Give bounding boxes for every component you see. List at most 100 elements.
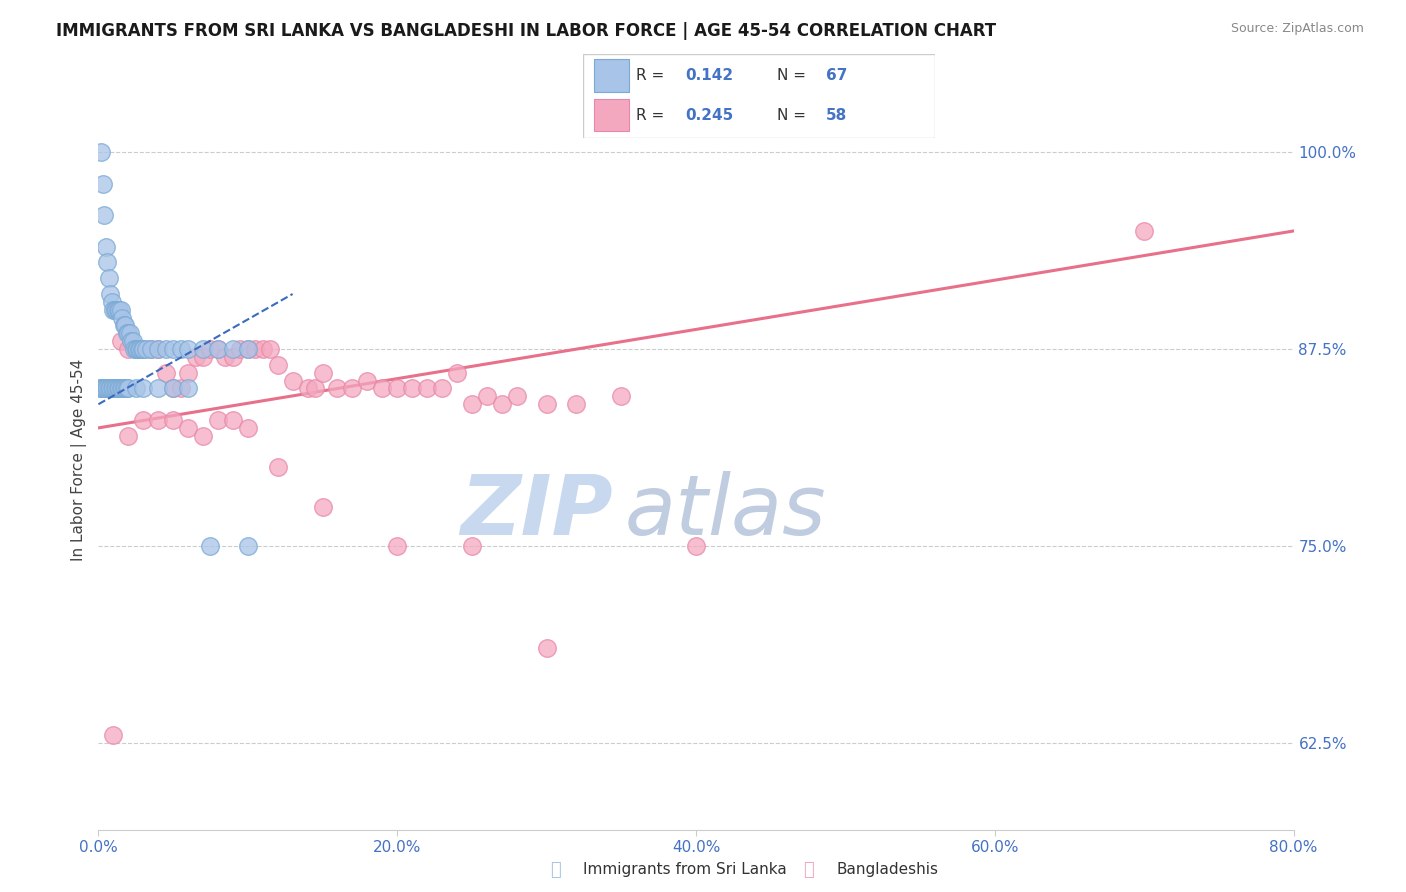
Point — [356, 374, 378, 388]
Point — [117, 382, 139, 396]
Point — [177, 366, 200, 380]
Point — [105, 302, 128, 317]
Point — [200, 342, 222, 356]
Point — [104, 382, 127, 396]
Point — [115, 326, 138, 341]
Point — [326, 382, 349, 396]
Point — [107, 382, 129, 396]
FancyBboxPatch shape — [593, 60, 630, 92]
Point — [89, 382, 111, 396]
Point — [125, 382, 148, 396]
Point — [111, 310, 134, 325]
Text: 58: 58 — [827, 108, 848, 123]
Point — [475, 389, 498, 403]
Point — [191, 342, 214, 356]
Point — [162, 413, 184, 427]
Point — [108, 382, 131, 396]
Point — [155, 342, 177, 356]
FancyBboxPatch shape — [583, 54, 935, 138]
Point — [245, 342, 267, 356]
Point — [115, 382, 138, 396]
Point — [207, 342, 229, 356]
Text: IMMIGRANTS FROM SRI LANKA VS BANGLADESHI IN LABOR FORCE | AGE 45-54 CORRELATION : IMMIGRANTS FROM SRI LANKA VS BANGLADESHI… — [56, 22, 997, 40]
Point — [110, 334, 132, 349]
Point — [565, 397, 588, 411]
Point — [430, 382, 453, 396]
Y-axis label: In Labor Force | Age 45-54: In Labor Force | Age 45-54 — [70, 359, 87, 560]
Point — [177, 421, 200, 435]
Point — [112, 318, 135, 333]
Point — [114, 382, 136, 396]
Point — [385, 382, 409, 396]
Point — [91, 177, 114, 191]
Point — [236, 342, 259, 356]
Point — [132, 382, 155, 396]
Text: R =: R = — [637, 108, 669, 123]
Point — [132, 413, 155, 427]
Point — [91, 382, 114, 396]
Point — [222, 350, 245, 364]
Point — [177, 342, 200, 356]
Text: Immigrants from Sri Lanka: Immigrants from Sri Lanka — [583, 863, 787, 877]
Point — [191, 350, 214, 364]
Point — [110, 382, 132, 396]
Point — [124, 342, 146, 356]
Point — [536, 641, 558, 656]
Point — [610, 389, 633, 403]
Point — [236, 342, 259, 356]
Point — [214, 350, 236, 364]
Point — [461, 397, 484, 411]
Point — [446, 366, 468, 380]
Text: N =: N = — [778, 68, 811, 83]
Point — [110, 302, 132, 317]
Point — [101, 382, 124, 396]
Point — [148, 382, 170, 396]
Point — [139, 342, 162, 356]
Point — [252, 342, 274, 356]
Point — [169, 382, 191, 396]
Point — [236, 421, 259, 435]
Text: ZIP: ZIP — [460, 471, 613, 552]
Point — [536, 397, 558, 411]
Point — [222, 413, 245, 427]
Point — [222, 342, 245, 356]
Point — [184, 350, 207, 364]
Point — [117, 429, 139, 443]
Point — [103, 728, 125, 742]
Point — [97, 382, 120, 396]
Text: 0.142: 0.142 — [686, 68, 734, 83]
Text: ⬛: ⬛ — [803, 861, 814, 879]
Point — [101, 294, 124, 309]
Point — [162, 382, 184, 396]
Point — [117, 326, 139, 341]
Point — [121, 334, 143, 349]
Point — [371, 382, 394, 396]
Point — [148, 413, 170, 427]
Point — [200, 539, 222, 553]
Point — [129, 342, 152, 356]
Point — [127, 342, 149, 356]
Text: atlas: atlas — [624, 471, 825, 552]
Text: N =: N = — [778, 108, 811, 123]
Point — [191, 429, 214, 443]
Point — [131, 342, 153, 356]
Point — [104, 302, 127, 317]
Point — [103, 382, 125, 396]
Point — [491, 397, 513, 411]
Point — [118, 326, 141, 341]
Point — [1133, 224, 1156, 238]
Point — [207, 413, 229, 427]
Point — [125, 342, 148, 356]
Point — [297, 382, 319, 396]
Point — [506, 389, 529, 403]
Point — [304, 382, 326, 396]
Point — [229, 342, 252, 356]
Point — [105, 382, 128, 396]
Point — [281, 374, 304, 388]
Text: Source: ZipAtlas.com: Source: ZipAtlas.com — [1230, 22, 1364, 36]
FancyBboxPatch shape — [593, 99, 630, 131]
Point — [207, 342, 229, 356]
Point — [128, 342, 150, 356]
Point — [98, 382, 122, 396]
Point — [267, 460, 290, 475]
